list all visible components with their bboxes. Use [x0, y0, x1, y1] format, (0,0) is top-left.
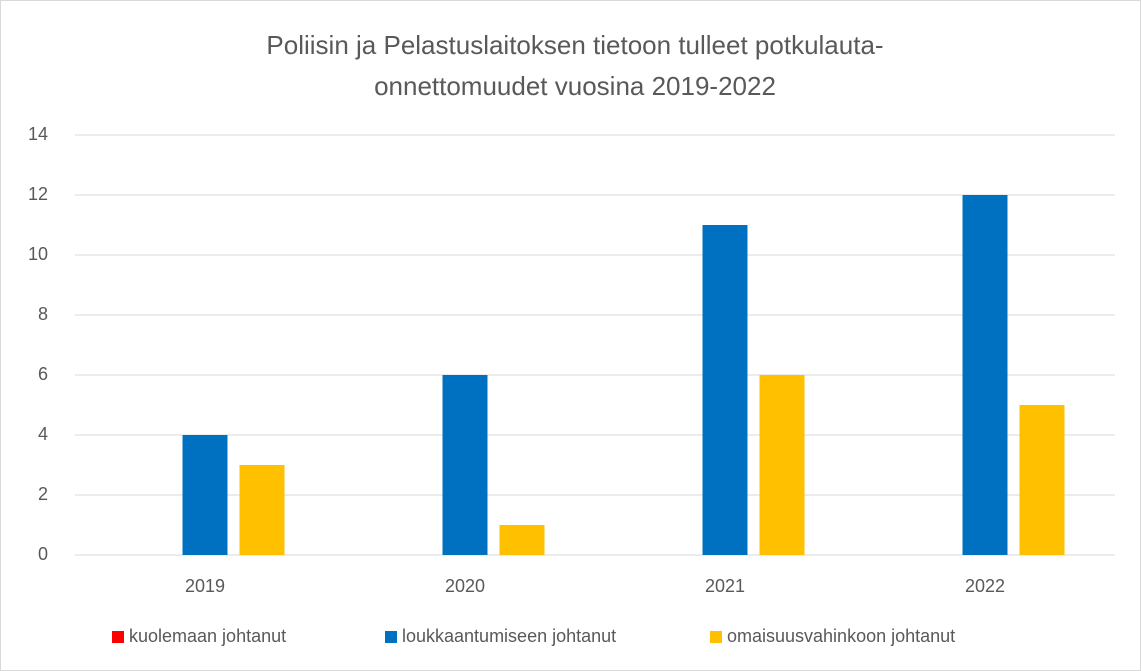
x-tick-label: 2022: [965, 576, 1005, 596]
legend-label: omaisuusvahinkoon johtanut: [727, 626, 955, 646]
x-tick-label: 2020: [445, 576, 485, 596]
bar: [239, 465, 285, 555]
y-tick-label: 2: [38, 484, 48, 504]
legend-label: kuolemaan johtanut: [129, 626, 286, 646]
bar: [182, 435, 228, 555]
chart-title: onnettomuudet vuosina 2019-2022: [374, 71, 776, 101]
y-tick-label: 0: [38, 544, 48, 564]
bar: [759, 375, 805, 555]
legend-label: loukkaantumiseen johtanut: [402, 626, 616, 646]
legend-swatch: [385, 631, 397, 643]
y-tick-label: 12: [28, 184, 48, 204]
bar: [1019, 405, 1065, 555]
x-tick-label: 2021: [705, 576, 745, 596]
y-tick-label: 6: [38, 364, 48, 384]
legend-swatch: [112, 631, 124, 643]
bar: [702, 225, 748, 555]
y-tick-label: 14: [28, 124, 48, 144]
bar: [499, 525, 545, 555]
bar: [442, 375, 488, 555]
x-tick-label: 2019: [185, 576, 225, 596]
y-tick-label: 10: [28, 244, 48, 264]
chart-title: Poliisin ja Pelastuslaitoksen tietoon tu…: [266, 30, 883, 60]
bar: [962, 195, 1008, 555]
y-tick-label: 8: [38, 304, 48, 324]
legend-swatch: [710, 631, 722, 643]
y-tick-label: 4: [38, 424, 48, 444]
